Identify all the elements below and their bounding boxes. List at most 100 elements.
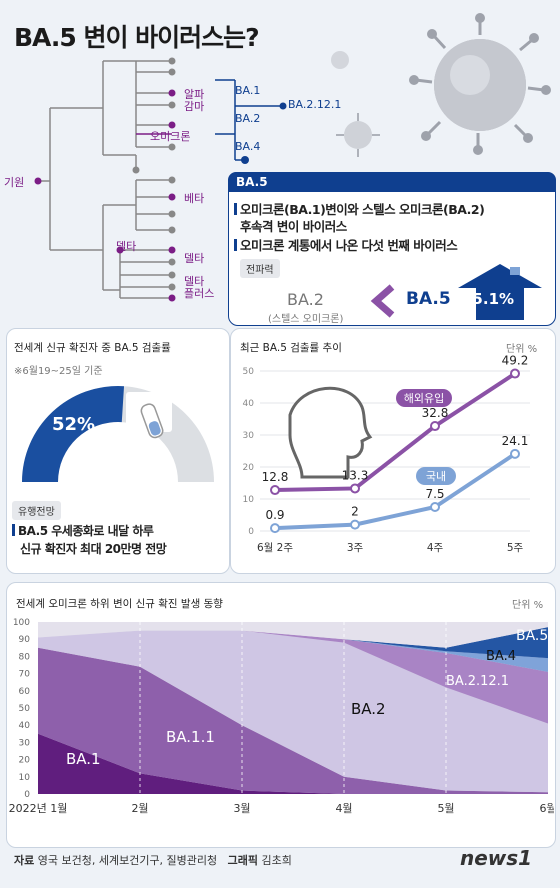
ba5-label: BA.5 bbox=[406, 289, 451, 309]
tree-delta-branch-label: 델타 bbox=[184, 252, 205, 265]
detection-period: ※6월19~25일 기준 bbox=[14, 366, 103, 377]
y-tick-label: 20 bbox=[243, 463, 255, 473]
detection-gauge bbox=[22, 386, 214, 482]
x-tick-label: 5월 bbox=[437, 802, 454, 815]
domestic-data-point bbox=[510, 448, 520, 459]
source-label: 자료 bbox=[14, 854, 35, 867]
domestic-series-name: 국내 bbox=[426, 470, 446, 483]
x-tick-label: 2월 bbox=[131, 802, 148, 815]
y-tick-label: 40 bbox=[19, 721, 31, 731]
overseas-data-label: 49.2 bbox=[502, 355, 529, 368]
ba5-bullet-2: 오미크론 계통에서 나온 다섯 번째 바이러스 bbox=[234, 235, 458, 254]
tree-gamma-label: 감마 bbox=[184, 100, 205, 113]
graphic-label: 그래픽 bbox=[227, 854, 259, 867]
footer: 자료 영국 보건청, 세계보건기구, 질병관리청 그래픽 김초희 bbox=[14, 852, 292, 868]
virus-small-icon bbox=[331, 51, 380, 157]
source-text: 영국 보건청, 세계보건기구, 질병관리청 bbox=[37, 854, 218, 867]
domestic-data-label: 7.5 bbox=[425, 487, 444, 501]
y-tick-label: 10 bbox=[243, 495, 255, 505]
x-tick-label: 5주 bbox=[507, 542, 524, 554]
overseas-data-point bbox=[510, 368, 520, 379]
x-tick-label: 4월 bbox=[335, 802, 352, 815]
ba5-bullet-1-text: 오미크론(BA.1)변이와 스텔스 오미크론(BA.2) bbox=[240, 202, 485, 217]
ba1-area-label: BA.1 bbox=[66, 750, 101, 768]
y-tick-label: 10 bbox=[19, 773, 31, 783]
x-tick-label: 6월 2주 bbox=[257, 542, 293, 554]
ba2121-area-label: BA.2.12.1 bbox=[446, 674, 509, 689]
detection-panel-title: 전세계 신규 확진자 중 BA.5 검출률 bbox=[14, 342, 171, 354]
x-tick-label: 6월 bbox=[539, 802, 554, 815]
domestic-data-point bbox=[350, 519, 360, 530]
tree-ba4-label: BA.4 bbox=[235, 140, 261, 153]
ba4-area-label: BA.4 bbox=[486, 649, 516, 664]
forecast-line1: BA.5 우세종화로 내달 하루 bbox=[12, 522, 154, 539]
ba5-bullet-1-cont: 후속격 변이 바이러스 bbox=[240, 219, 347, 234]
overseas-series-name: 해외유입 bbox=[404, 391, 444, 405]
domestic-data-label: 24.1 bbox=[502, 434, 529, 448]
y-tick-label: 60 bbox=[19, 687, 31, 697]
y-tick-label: 30 bbox=[19, 738, 31, 748]
domestic-data-label: 2 bbox=[351, 505, 359, 519]
domestic-data-point bbox=[430, 502, 440, 512]
news1-logo: news1 bbox=[460, 846, 533, 870]
y-tick-label: 80 bbox=[19, 652, 31, 662]
variant-area-chart: 0 10 20 30 40 50 60 70 80 90 100 2022년 1월 2월 3월 4월 5월 6월… bbox=[9, 618, 554, 815]
domestic-series-tag: 국내 bbox=[416, 467, 456, 485]
y-tick-label: 0 bbox=[248, 527, 254, 537]
forecast-line2: 신규 확진자 최대 20만명 전망 bbox=[20, 542, 167, 556]
y-tick-label: 70 bbox=[19, 670, 31, 680]
bullet-marker bbox=[234, 203, 237, 215]
trend-chart-panel bbox=[230, 328, 556, 574]
y-tick-label: 100 bbox=[13, 618, 30, 628]
trend-line-chart: 0 10 20 30 40 50 6월 2주 3주 4주 5주 12.8 13.3 32.8 49.2 0.… bbox=[243, 355, 530, 554]
domestic-series-line bbox=[274, 452, 517, 531]
test-tube-icon bbox=[140, 403, 164, 439]
forecast-tag: 유행전망 bbox=[12, 501, 61, 520]
y-tick-label: 30 bbox=[243, 431, 255, 441]
ba5-bullet-1: 오미크론(BA.1)변이와 스텔스 오미크론(BA.2) bbox=[234, 199, 485, 218]
chevron-left-icon bbox=[370, 284, 395, 318]
overseas-data-label: 13.3 bbox=[342, 468, 369, 482]
ba11-area-label: BA.1.1 bbox=[166, 728, 215, 746]
y-tick-label: 50 bbox=[243, 367, 255, 377]
gauge-percent-label: 52% bbox=[52, 414, 96, 435]
x-tick-label: 4주 bbox=[427, 542, 444, 554]
tree-ba2-label: BA.2 bbox=[235, 112, 261, 125]
overseas-data-point bbox=[350, 483, 360, 494]
ba5-area-label: BA.5 bbox=[516, 628, 548, 644]
ba2-sublabel: (스텔스 오미크론) bbox=[268, 314, 344, 325]
tree-ba1-label: BA.1 bbox=[235, 84, 261, 97]
transmissibility-tag: 전파력 bbox=[240, 259, 280, 278]
ba2-area-label: BA.2 bbox=[351, 700, 386, 718]
overseas-series-tag: 해외유입 bbox=[396, 389, 452, 407]
y-tick-label: 90 bbox=[19, 635, 31, 645]
variant-family-tree bbox=[34, 57, 287, 302]
face-silhouette-icon bbox=[288, 386, 373, 479]
y-tick-label: 20 bbox=[19, 756, 31, 766]
gauge-fill-arc bbox=[22, 386, 125, 482]
tree-beta-label: 베타 bbox=[184, 192, 205, 205]
virus-large-icon bbox=[409, 13, 551, 155]
delta-plus-line1: 델타 bbox=[184, 275, 205, 288]
tree-alpha-label: 알파 bbox=[184, 88, 205, 101]
overseas-data-label: 32.8 bbox=[422, 406, 449, 420]
page-title: BA.5 변이 바이러스는? bbox=[14, 23, 260, 52]
virus-illustration bbox=[331, 13, 551, 157]
bullet-marker bbox=[12, 524, 15, 536]
x-tick-label: 3주 bbox=[347, 542, 364, 554]
y-tick-label: 50 bbox=[19, 704, 31, 714]
domestic-data-point bbox=[270, 523, 280, 534]
ba11-area bbox=[38, 647, 548, 794]
domestic-data-label: 0.9 bbox=[265, 508, 284, 522]
forecast-line1-text: BA.5 우세종화로 내달 하루 bbox=[18, 524, 154, 538]
tree-delta-label: 델타 bbox=[116, 240, 137, 253]
delta-plus-line2: 플러스 bbox=[184, 287, 215, 300]
overseas-data-point bbox=[270, 485, 280, 496]
tree-root-label: 기원 bbox=[4, 176, 25, 189]
area-chart-unit: 단위 % bbox=[512, 600, 544, 611]
increase-arrow-icon bbox=[458, 264, 542, 320]
overseas-data-label: 12.8 bbox=[262, 470, 289, 484]
y-tick-label: 40 bbox=[243, 399, 255, 409]
ba1-area bbox=[38, 733, 548, 794]
